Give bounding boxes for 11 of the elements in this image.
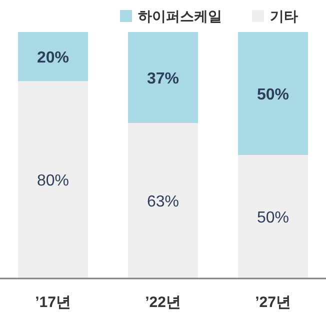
data-label: 63%	[146, 194, 180, 211]
x-tick-label: ’22년	[145, 294, 181, 311]
legend-label: 하이퍼스케일	[138, 8, 222, 24]
x-tick-label: ’27년	[255, 294, 291, 311]
data-label: 80%	[36, 172, 70, 190]
data-label: 37%	[146, 70, 180, 88]
x-tick-label: ’17년	[35, 294, 71, 311]
legend-label: 기타	[270, 8, 298, 24]
data-label: 20%	[36, 50, 70, 67]
data-label: 50%	[256, 86, 290, 104]
data-label: 50%	[256, 210, 290, 226]
